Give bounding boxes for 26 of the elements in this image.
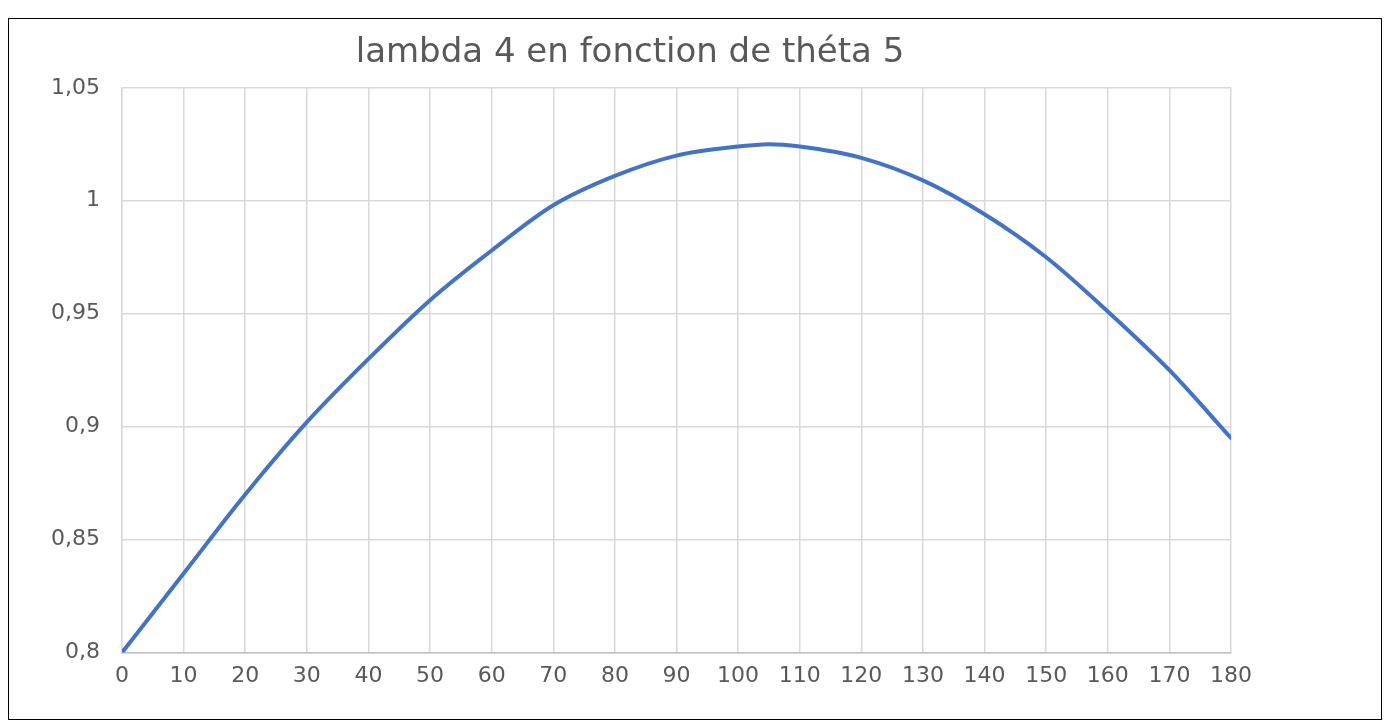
x-tick-label: 70 [539, 661, 568, 687]
x-tick-label: 0 [114, 661, 129, 687]
x-tick-label: 40 [354, 661, 383, 687]
x-tick-label: 10 [169, 661, 198, 687]
y-tick-label: 0,8 [64, 638, 100, 664]
y-tick-label: 1,05 [51, 73, 100, 99]
x-tick-label: 20 [231, 661, 260, 687]
y-tick-label: 1 [85, 186, 100, 212]
x-tick-label: 30 [292, 661, 321, 687]
y-tick-label: 0,9 [64, 412, 100, 438]
x-tick-label: 160 [1086, 661, 1129, 687]
x-tick-label: 150 [1025, 661, 1068, 687]
x-tick-label: 120 [840, 661, 883, 687]
x-tick-label: 130 [901, 661, 944, 687]
chart-title: lambda 4 en fonction de théta 5 [355, 30, 905, 71]
x-tick-label: 80 [600, 661, 629, 687]
x-tick-label: 110 [778, 661, 821, 687]
y-tick-label: 0,95 [51, 299, 100, 325]
x-tick-label: 170 [1148, 661, 1191, 687]
x-tick-label: 140 [963, 661, 1006, 687]
x-tick-label: 180 [1210, 661, 1252, 687]
x-tick-label: 100 [717, 661, 760, 687]
x-tick-label: 90 [662, 661, 691, 687]
x-tick-label: 50 [416, 661, 445, 687]
x-tick-label: 60 [477, 661, 506, 687]
y-tick-label: 0,85 [51, 525, 100, 551]
